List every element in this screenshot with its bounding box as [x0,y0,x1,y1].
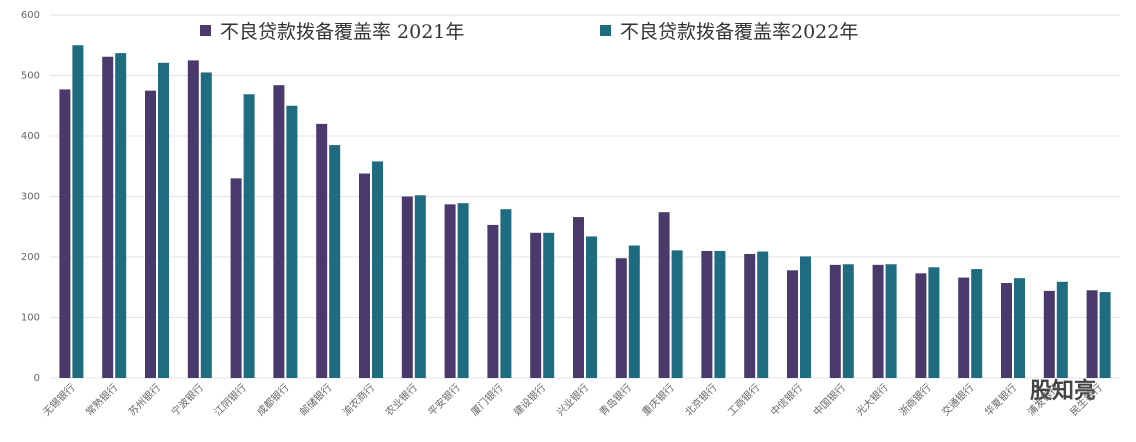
y-tick-label: 600 [21,10,40,21]
legend-label: 不良贷款拨备覆盖率2022年 [620,21,858,43]
x-tick-label: 无锡银行 [40,381,77,418]
x-tick-label: 苏州银行 [126,381,163,418]
bar [829,264,841,378]
bar [714,250,726,378]
x-tick-label: 中信银行 [768,381,805,418]
bar [530,232,542,378]
x-tick-label: 常熟银行 [83,381,120,418]
bar [500,209,512,378]
x-tick-label: 重庆银行 [639,381,676,418]
bar [414,195,426,378]
bar [671,250,683,378]
x-tick-label: 工商银行 [725,381,762,418]
x-tick-label: 中国银行 [810,381,847,418]
y-tick-label: 200 [21,252,40,263]
bar [928,267,940,378]
x-tick-label: 渝农商行 [340,381,377,418]
x-tick-label: 华夏银行 [982,381,1019,418]
bar [971,269,983,378]
bar [573,217,584,378]
y-tick-label: 100 [21,313,40,324]
bar [1086,290,1098,378]
bar [1056,281,1068,378]
bar [102,56,114,379]
bar [958,277,970,378]
bar [230,178,242,378]
bar [1043,290,1055,378]
x-tick-label: 光大银行 [853,381,890,418]
bar [444,204,456,378]
bar [744,253,756,378]
bar [243,94,255,378]
bar [1099,292,1111,378]
bar [329,145,341,378]
bar [158,62,169,379]
bar [885,264,897,378]
bar [59,89,71,378]
y-tick-label: 0 [34,373,40,384]
y-tick-label: 300 [21,192,40,203]
bar [487,224,499,378]
bar [787,270,798,378]
bar [200,72,212,378]
x-tick-label: 邮储银行 [297,381,334,418]
bar [145,90,156,378]
x-tick-label: 北京银行 [682,381,719,418]
bar [586,236,597,378]
bar [757,251,769,378]
bar [658,212,670,378]
bar [187,60,199,378]
bar [286,105,298,378]
x-tick-label: 江阴银行 [211,381,248,418]
bar [273,85,285,379]
bar [316,123,328,379]
x-tick-label: 交通银行 [939,381,976,418]
x-tick-label: 厦门银行 [468,381,505,418]
y-tick-label: 400 [21,131,40,142]
bar [1014,278,1025,378]
bar [615,258,627,378]
x-tick-label: 平安银行 [425,381,462,418]
x-tick-label: 青岛银行 [596,381,633,418]
bar [457,203,469,378]
bar [543,232,555,378]
x-tick-label: 成都银行 [254,381,291,418]
bar [372,161,383,378]
x-tick-label: 浙商银行 [896,381,933,418]
bar [401,196,413,378]
legend-label: 不良贷款拨备覆盖率 2021年 [220,21,464,43]
legend-swatch [600,25,611,36]
x-tick-label: 农业银行 [382,381,419,418]
x-tick-label: 建设银行 [511,381,548,418]
legend-swatch [200,25,211,36]
x-tick-label: 宁波银行 [168,381,205,418]
x-tick-label: 兴业银行 [554,381,591,418]
bar [701,250,713,378]
bar [842,264,854,378]
bar [872,264,884,378]
bar [359,173,370,378]
bar [72,45,84,378]
bar [915,273,927,378]
bar [115,53,127,379]
watermark: 股知亮 [1030,378,1096,404]
y-tick-label: 500 [21,71,40,82]
bar [800,256,811,378]
bar [628,245,640,378]
bar [1001,283,1012,378]
